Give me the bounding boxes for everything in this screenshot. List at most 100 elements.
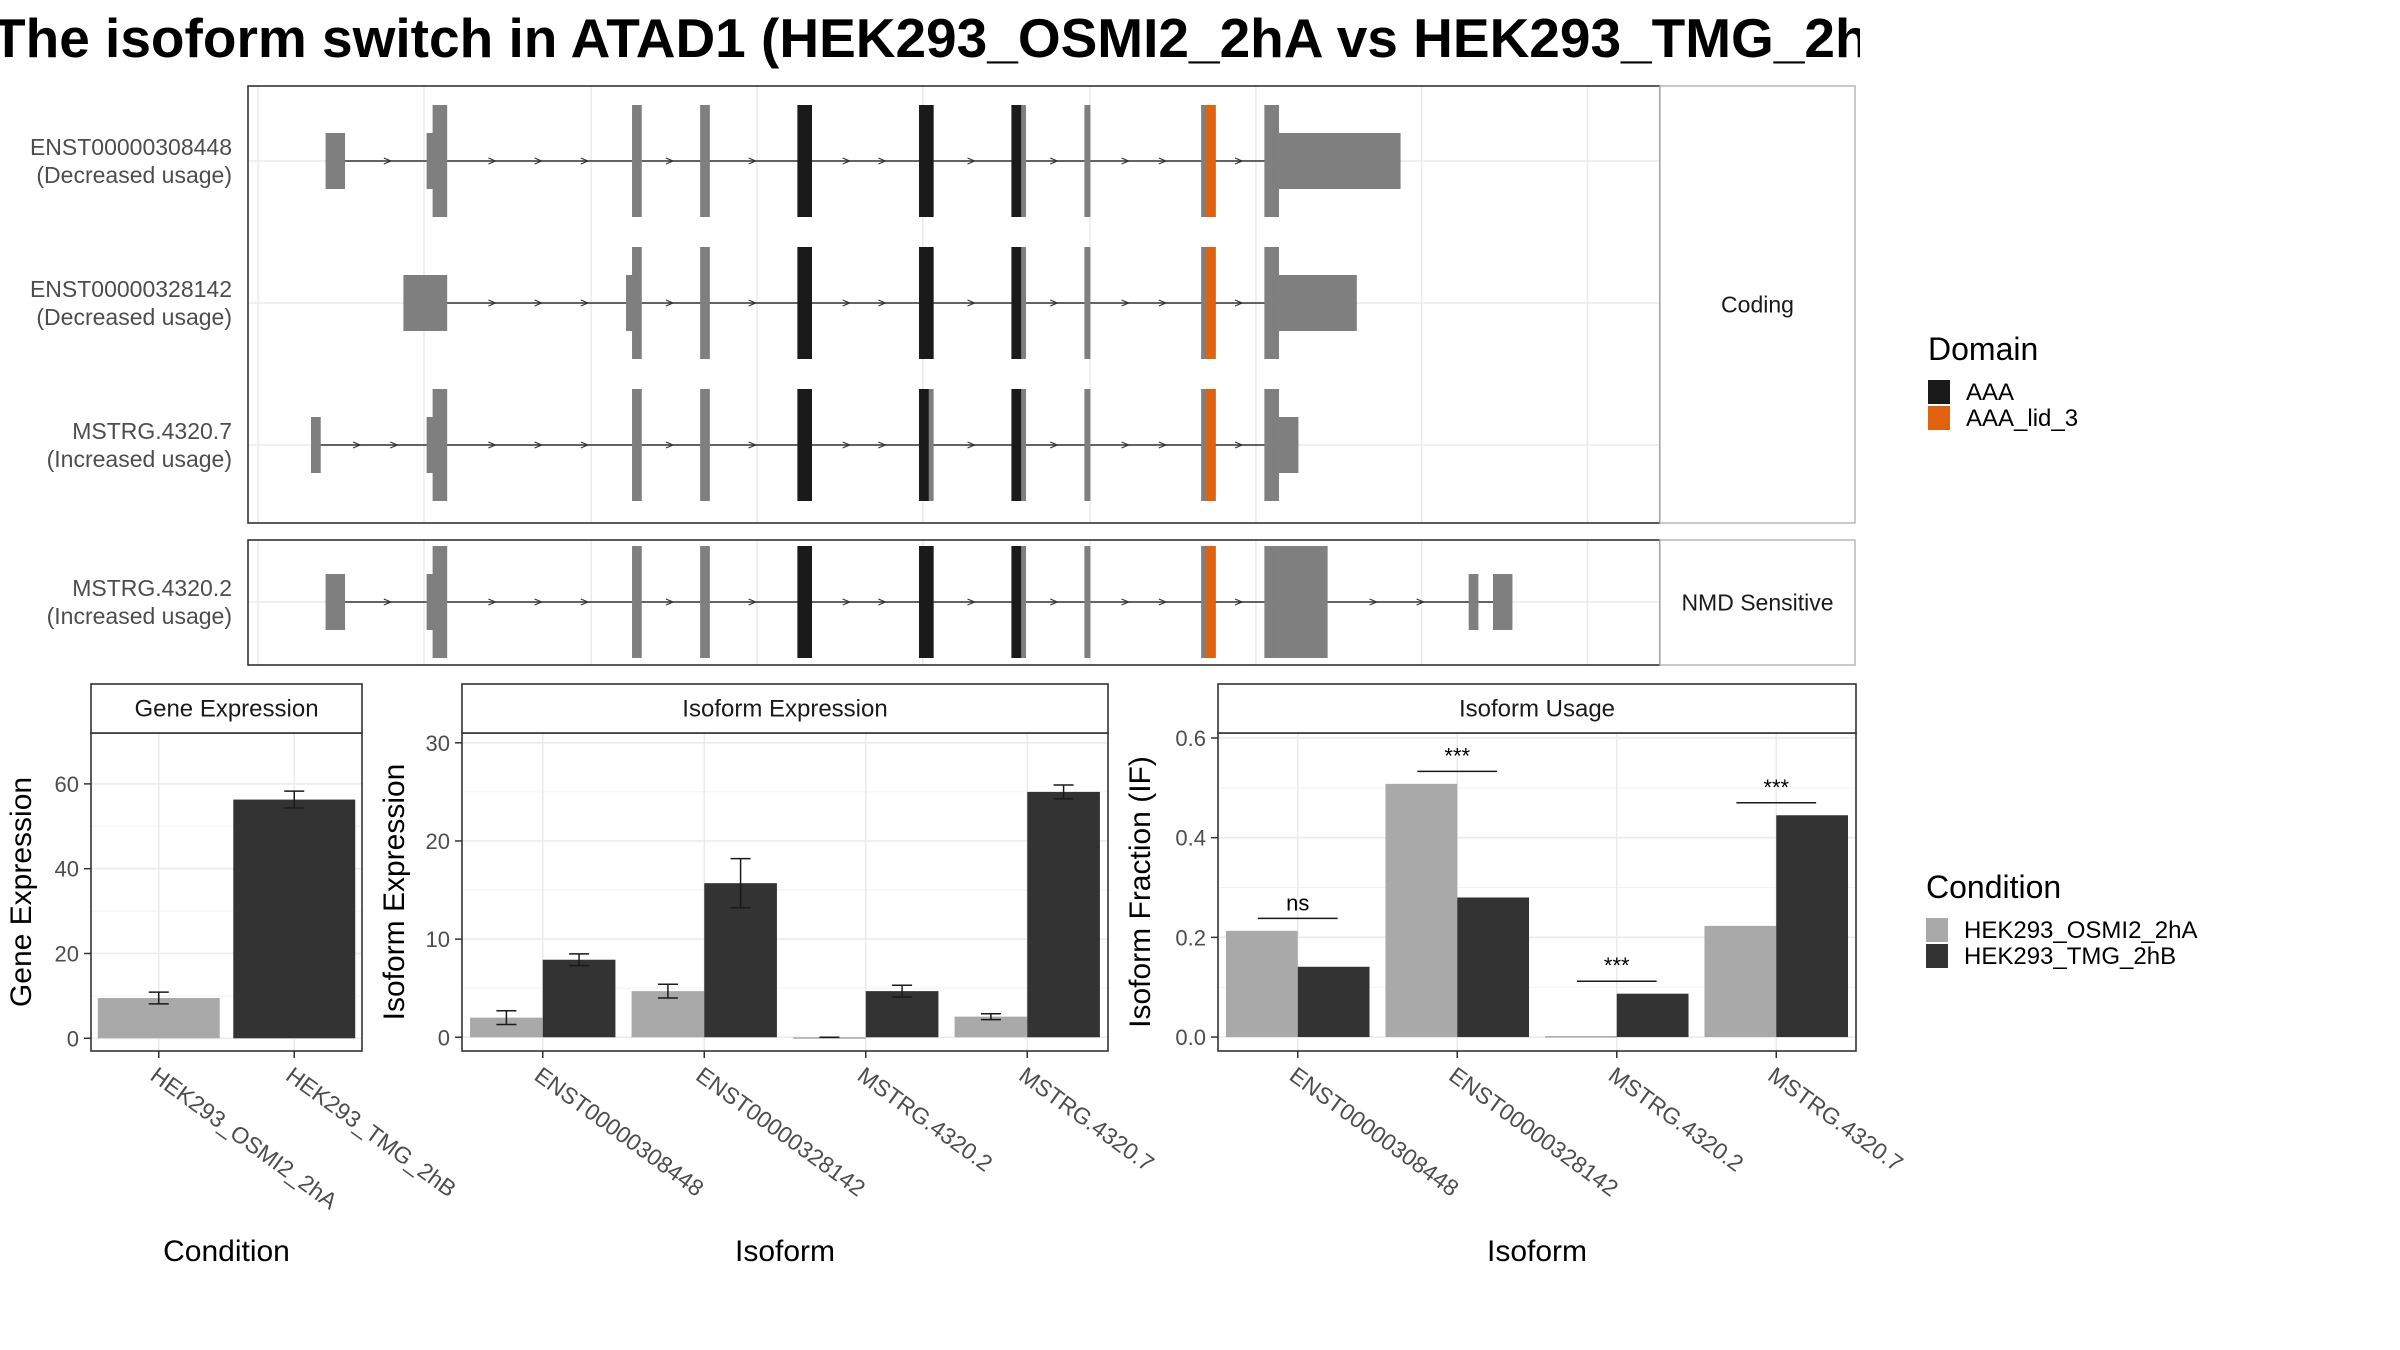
isoform-expression-chart: Isoform Expression 0 10 20 30 ENST00000308448… (378, 683, 1159, 1268)
transcript-id-label: ENST00000308448 (30, 134, 232, 160)
aaa-domain (1011, 389, 1022, 501)
intron-arrow (748, 299, 758, 307)
coding-exon (632, 247, 642, 359)
utr-block (426, 574, 435, 630)
intron-arrow (1158, 299, 1168, 307)
intron-arrow (352, 441, 362, 449)
intron-arrow (534, 157, 544, 165)
condition-legend-label: HEK293_OSMI2_2hA (1964, 917, 2197, 944)
error-bar (284, 790, 305, 809)
coding-exon (632, 546, 642, 658)
x-tick-label: ENST00000308448 (1285, 1062, 1464, 1202)
intron-arrow (1121, 598, 1131, 606)
intron-arrow (878, 441, 887, 449)
coding-exon (700, 546, 710, 658)
intron-arrow (1158, 441, 1168, 449)
x-tick-label: ENST00000328142 (1444, 1062, 1623, 1202)
utr-exon (325, 133, 346, 189)
coding-exon (1264, 247, 1279, 359)
intron-arrow (1158, 598, 1168, 606)
coding-exon (700, 389, 710, 501)
y-tick-label: 0.2 (1175, 925, 1206, 950)
bar (1027, 791, 1100, 1038)
y-tick-label: 20 (426, 829, 450, 854)
transcript-id-label: ENST00000328142 (30, 276, 232, 302)
utr-exon (1278, 275, 1357, 331)
panel-strip (1659, 539, 1856, 666)
coding-exon (700, 247, 710, 359)
error-bar (496, 1010, 517, 1026)
aaa-lid-3-domain (1206, 105, 1216, 217)
intron-arrow (580, 441, 590, 449)
bar (1297, 966, 1370, 1038)
bar (1704, 925, 1777, 1038)
domain-legend-title: Domain (1928, 331, 2038, 367)
y-tick-label: 20 (55, 941, 79, 966)
significance-label: *** (1763, 775, 1789, 800)
intron-arrow (488, 157, 497, 165)
bar (1544, 1036, 1617, 1038)
facet-strip-title: Isoform Usage (1459, 696, 1615, 723)
aaa-domain (797, 546, 813, 658)
utr-block (426, 133, 435, 189)
intron-arrow (1234, 157, 1244, 165)
y-tick-label: 60 (55, 772, 79, 797)
bar (1385, 783, 1458, 1038)
intron-arrow (665, 598, 675, 606)
intron-arrow (1158, 157, 1168, 165)
significance-label: ns (1286, 890, 1309, 915)
intron-arrow (534, 598, 544, 606)
condition-legend-title: Condition (1926, 869, 2061, 905)
coding-exon (700, 105, 710, 217)
coding-exon (1264, 546, 1279, 658)
error-bar (657, 983, 678, 999)
utr-block (626, 275, 635, 331)
panel-strip-label: Coding (1721, 292, 1794, 318)
intron-arrow (580, 598, 590, 606)
coding-exon (1084, 546, 1091, 658)
y-tick-label: 10 (426, 927, 450, 952)
intron-arrow (665, 299, 675, 307)
x-tick-label: MSTRG.4320.2 (853, 1062, 998, 1177)
utr-exon (1278, 133, 1401, 189)
intron-arrow (1234, 299, 1244, 307)
intron-arrow (580, 299, 590, 307)
transcript-id-label: MSTRG.4320.7 (72, 418, 232, 444)
transcript-usage-label: (Increased usage) (47, 446, 232, 472)
figure-title: The isoform switch in ATAD1 (HEK293_OSMI… (0, 7, 1860, 69)
panel-strip (1659, 85, 1856, 524)
y-tick-label: 0.0 (1175, 1025, 1206, 1050)
intron-arrow (534, 299, 544, 307)
transcript-usage-label: (Decreased usage) (36, 304, 232, 330)
intron-arrow (842, 157, 852, 165)
coding-exon (1084, 247, 1091, 359)
bar (1776, 815, 1849, 1038)
coding-exon (432, 389, 448, 501)
y-tick-label: 30 (426, 731, 450, 756)
utr-exon (403, 275, 448, 331)
aaa-domain (919, 389, 929, 501)
facet-strip (1217, 683, 1857, 734)
y-axis-title: Isoform Fraction (IF) (1124, 756, 1157, 1028)
coding-exon (432, 546, 448, 658)
intron-arrow (842, 441, 852, 449)
facet-strip (90, 683, 363, 734)
condition-legend-key (1926, 944, 1948, 968)
x-tick-label: MSTRG.4320.2 (1604, 1062, 1749, 1177)
intron-arrow (488, 441, 497, 449)
intron-arrow (1049, 598, 1059, 606)
aaa-domain (919, 247, 934, 359)
intron-arrow (842, 598, 852, 606)
coding-exon (1264, 389, 1279, 501)
utr-exon (1278, 417, 1299, 473)
intron-arrow (390, 441, 399, 449)
aaa-domain (1011, 546, 1022, 658)
intron-arrow (967, 299, 977, 307)
bar (97, 998, 220, 1039)
x-axis-title: Isoform (735, 1235, 835, 1268)
coding-exon (1264, 105, 1279, 217)
y-tick-label: 0.4 (1175, 826, 1206, 851)
x-tick-label: ENST00000328142 (691, 1062, 870, 1202)
